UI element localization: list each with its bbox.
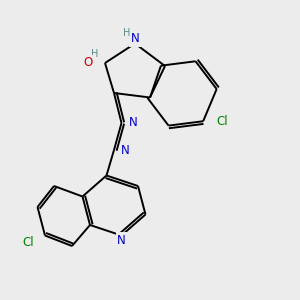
Text: Cl: Cl xyxy=(23,236,34,250)
Text: H: H xyxy=(123,28,130,38)
Text: N: N xyxy=(117,233,126,247)
Text: Cl: Cl xyxy=(217,115,229,128)
Text: N: N xyxy=(121,143,130,157)
Text: N: N xyxy=(128,116,137,130)
Text: O: O xyxy=(84,56,93,70)
Text: N: N xyxy=(130,32,140,46)
Text: H: H xyxy=(91,49,98,59)
